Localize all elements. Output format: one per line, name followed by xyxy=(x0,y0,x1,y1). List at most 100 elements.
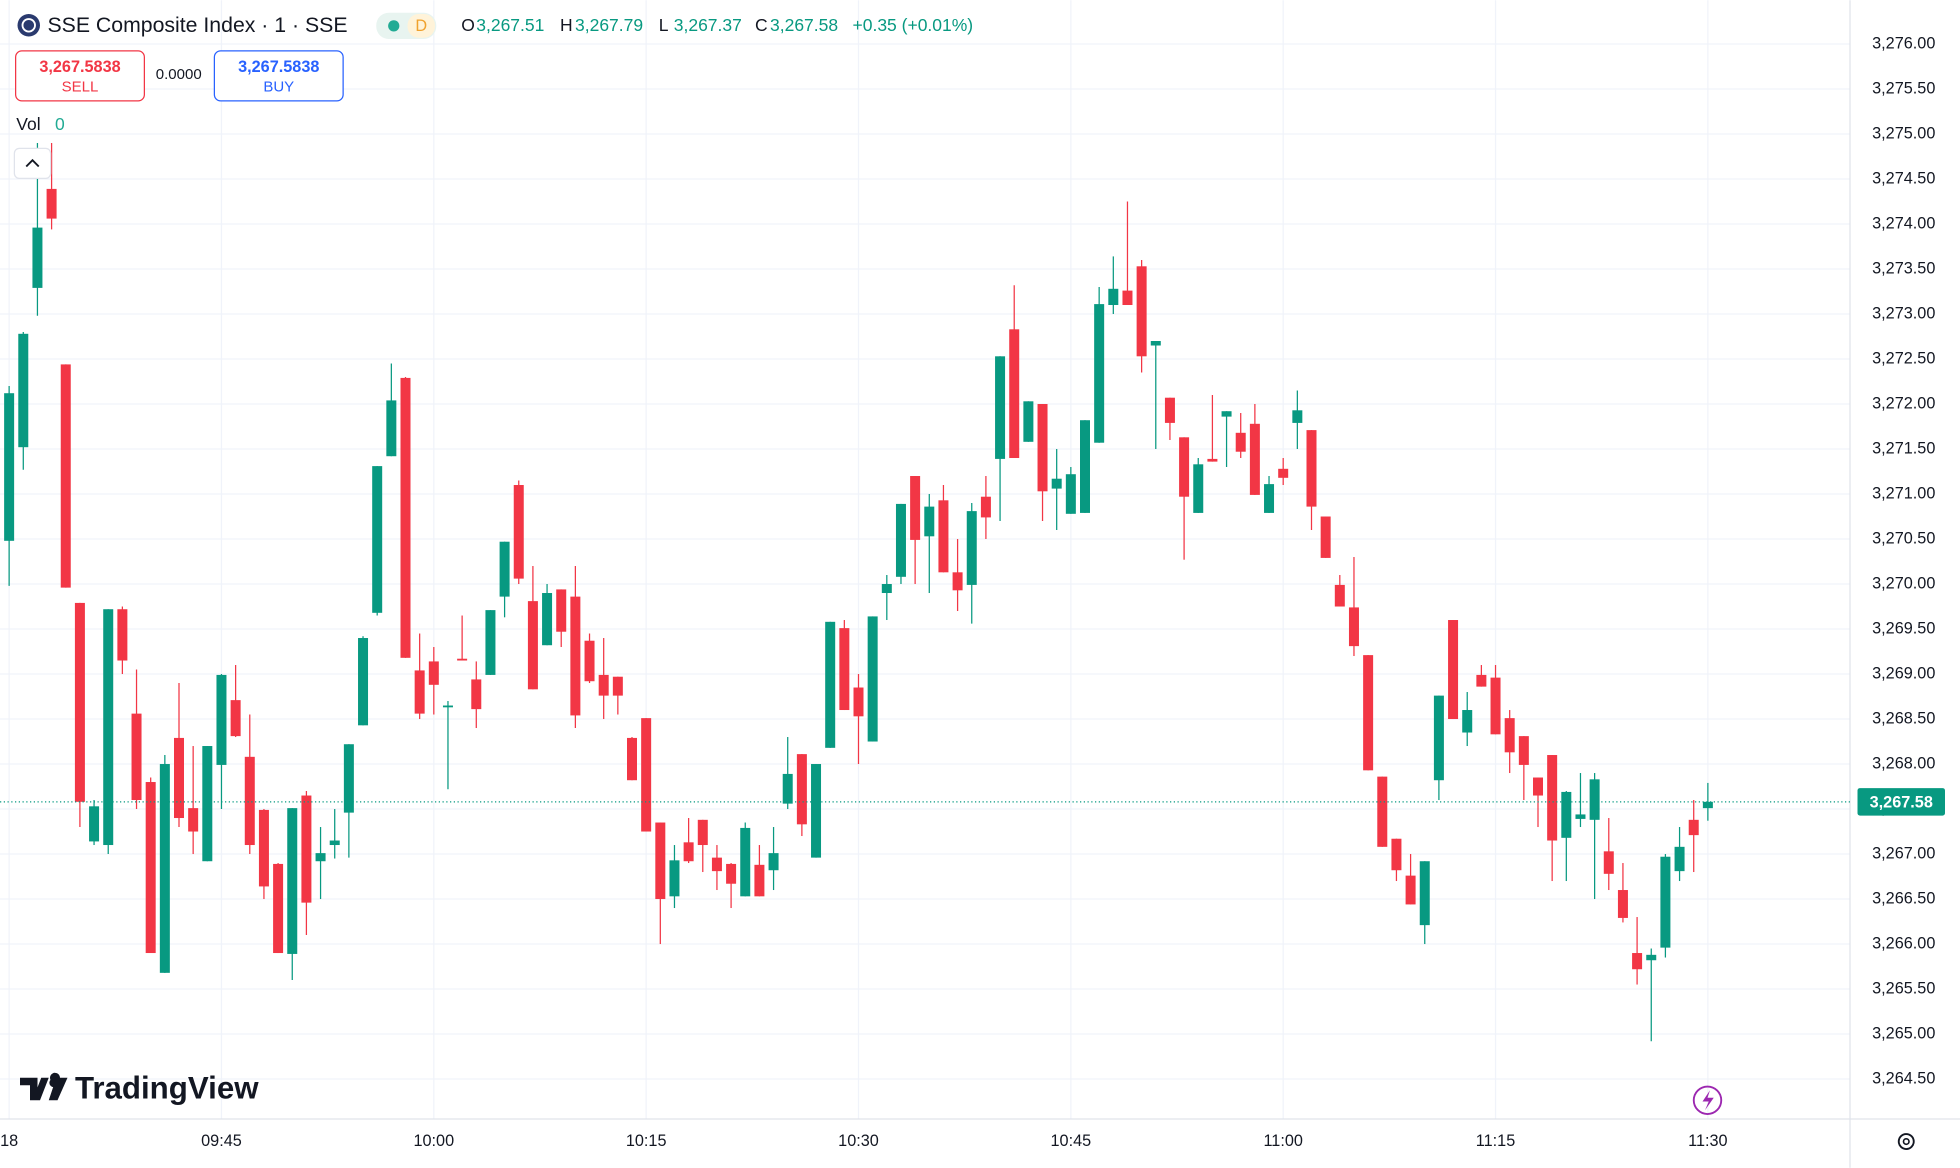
candle-body xyxy=(442,705,453,708)
candle-body xyxy=(1051,478,1062,489)
candle-body xyxy=(1575,814,1586,819)
candle-body xyxy=(1136,266,1147,357)
candle-body xyxy=(1391,838,1402,871)
ohlc-value: 3,267.37 xyxy=(674,15,742,35)
candle-body xyxy=(513,485,524,579)
y-tick-label: 3,272.50 xyxy=(1872,349,1935,367)
ohlc-value: 3,267.58 xyxy=(770,15,838,35)
candle-body xyxy=(825,621,836,748)
candle-body xyxy=(428,661,439,685)
candles xyxy=(0,142,1850,1042)
candle-body xyxy=(273,863,284,954)
y-tick-label: 3,265.50 xyxy=(1872,979,1935,997)
ohlc-value: 3,267.51 xyxy=(476,15,544,35)
candle-body xyxy=(1533,777,1543,796)
candle-body xyxy=(1150,341,1161,346)
volume-label: Vol xyxy=(16,114,40,134)
collapse-icon xyxy=(25,158,40,168)
candle-body xyxy=(74,602,85,802)
watermark-logo xyxy=(20,1072,60,1101)
candle-body xyxy=(881,584,892,594)
candle-body xyxy=(1221,411,1232,417)
candle-body xyxy=(1561,791,1572,838)
candle-body xyxy=(1179,437,1190,497)
sell-label: SELL xyxy=(62,79,99,96)
candle-body xyxy=(570,596,581,716)
candle-body xyxy=(910,476,921,540)
candle-body xyxy=(1490,677,1501,735)
candle-body xyxy=(1660,856,1671,948)
candle-body xyxy=(1476,674,1487,687)
candle-body xyxy=(358,638,369,726)
y-tick-label: 3,274.00 xyxy=(1872,214,1935,232)
candle-body xyxy=(1094,304,1105,443)
watermark: TradingView xyxy=(75,1071,259,1106)
alert-icon[interactable] xyxy=(1692,1085,1723,1115)
x-tick-label: 11:00 xyxy=(1263,1132,1302,1150)
candle-body xyxy=(952,572,963,591)
candle-body xyxy=(60,364,71,588)
candle-body xyxy=(641,718,652,832)
y-tick-label: 3,273.00 xyxy=(1872,304,1935,322)
candle-body xyxy=(1278,468,1289,478)
candle-body xyxy=(867,616,878,742)
axis-labels: 3,276.00 3,275.50 3,275.00 3,274.50 3,274.00… xyxy=(0,34,1945,1150)
x-tick-label: 10:45 xyxy=(1051,1132,1092,1150)
candle-body xyxy=(1462,710,1473,733)
y-tick-label: 3,269.50 xyxy=(1872,619,1935,637)
candle-body xyxy=(1023,401,1034,442)
candle-body xyxy=(1688,819,1699,836)
candle-body xyxy=(1589,779,1600,820)
candle-body xyxy=(1363,655,1374,771)
x-tick-label: 10:15 xyxy=(626,1132,667,1150)
candle-body xyxy=(159,764,170,973)
collapse-button[interactable] xyxy=(13,147,52,179)
buy-label: BUY xyxy=(263,79,294,96)
y-tick-label: 3,270.50 xyxy=(1872,529,1935,547)
y-tick-label: 3,273.50 xyxy=(1872,259,1935,277)
candle-body xyxy=(18,333,29,448)
symbol-icon[interactable] xyxy=(17,14,41,37)
candle-body xyxy=(32,227,43,288)
settings-icon-core xyxy=(1902,1137,1910,1146)
candle-body xyxy=(1306,430,1317,507)
sell-button[interactable] xyxy=(15,50,145,102)
y-tick-label: 3,275.00 xyxy=(1872,124,1935,142)
candle-body xyxy=(1037,404,1048,492)
settings-icon[interactable] xyxy=(1897,1133,1915,1150)
candle-body xyxy=(499,541,510,597)
ohlc-value: 3,267.79 xyxy=(575,15,643,35)
candle-body xyxy=(697,819,708,846)
x-tick-label: 11:15 xyxy=(1476,1132,1515,1150)
candle-body xyxy=(315,853,326,862)
symbol-icon-mark xyxy=(21,18,36,33)
candle-body xyxy=(754,864,765,897)
candle-body xyxy=(1264,484,1275,513)
candle-body xyxy=(386,400,397,457)
x-tick-label: 18 xyxy=(0,1132,18,1150)
buy-price: 3,267.5838 xyxy=(238,58,319,76)
candle-body xyxy=(1193,464,1204,513)
candle-body xyxy=(343,744,354,813)
badge-bg xyxy=(407,14,435,38)
y-tick-label: 3,271.50 xyxy=(1872,439,1935,457)
candle-body xyxy=(740,827,751,897)
buy-button[interactable] xyxy=(213,50,344,102)
candle-body xyxy=(258,809,269,887)
symbol-title[interactable]: SSE Composite Index · 1 · SSE xyxy=(48,13,348,37)
candle-body xyxy=(1235,432,1246,452)
candle-body xyxy=(485,610,496,675)
candle-body xyxy=(1405,875,1416,905)
candle-body xyxy=(1419,861,1430,926)
candle-body xyxy=(1646,954,1657,961)
y-tick-label: 3,265.00 xyxy=(1872,1024,1935,1042)
y-tick-label: 3,272.00 xyxy=(1872,394,1935,412)
x-tick-label: 10:00 xyxy=(413,1132,454,1150)
candle-body xyxy=(655,822,666,900)
candle-body xyxy=(924,506,935,537)
candle-body xyxy=(174,737,184,819)
candle-body xyxy=(1108,288,1119,306)
candle-body xyxy=(711,857,722,872)
candle-body xyxy=(966,511,977,585)
